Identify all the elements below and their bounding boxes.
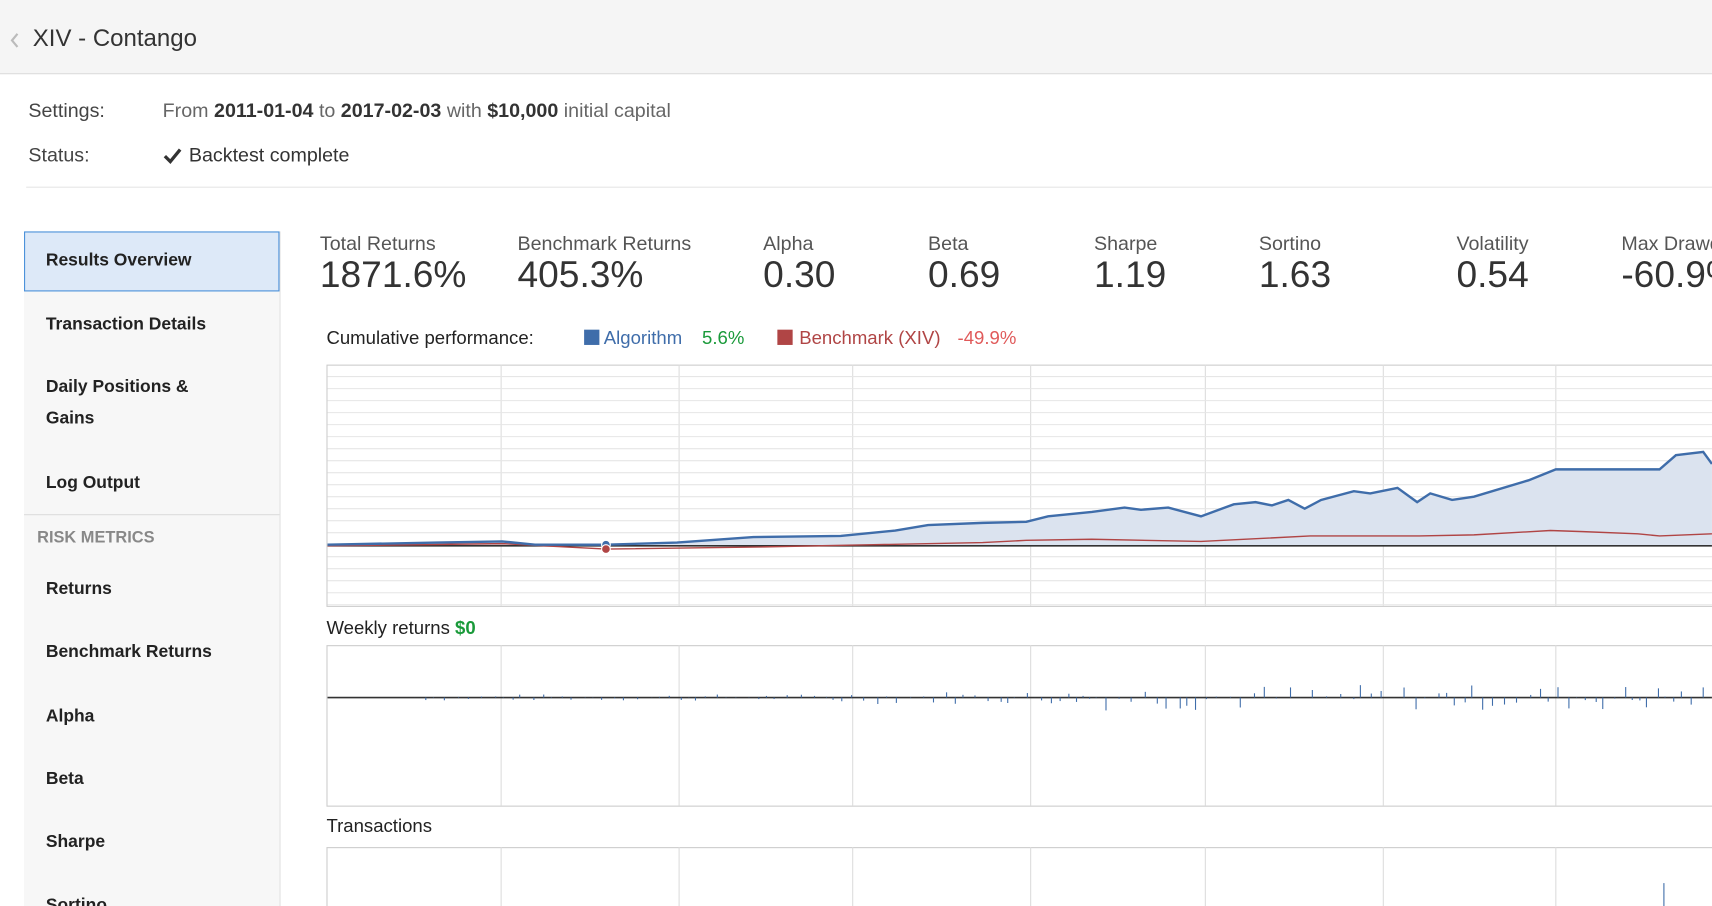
metric-label: Total Returns — [319, 232, 436, 255]
capital: $10,000 — [487, 99, 559, 122]
metric-label: Volatility — [1456, 232, 1529, 255]
check-icon — [163, 148, 182, 164]
nav-item[interactable]: Benchmark Returns — [45, 642, 212, 662]
nav-item[interactable]: Daily Positions & Gains — [45, 377, 189, 428]
active-item[interactable] — [24, 231, 280, 292]
chart-frame — [326, 847, 1712, 906]
status-label: Status: — [28, 144, 90, 166]
nav-item[interactable]: Sortino — [45, 896, 107, 906]
start-date: 2011-01-04 — [214, 99, 314, 122]
sidebar — [24, 231, 281, 906]
header-bar — [0, 0, 1712, 75]
weekly-label: Weekly returns $0 — [326, 618, 475, 640]
legend-name: Algorithm — [603, 327, 683, 349]
benchmark-line — [327, 529, 1712, 550]
chart-frame — [326, 364, 1712, 607]
settings-text: From 2011-01-04 to 2017-02-03 with $10,0… — [163, 99, 671, 122]
metric-value: 1871.6% — [319, 254, 467, 296]
legend-swatch — [584, 329, 600, 345]
cumulative-label: Cumulative performance: — [326, 327, 534, 349]
text: Weekly returns — [326, 617, 450, 639]
metric-label: Beta — [928, 232, 969, 255]
back-icon[interactable] — [0, 0, 22, 73]
weekly-value: $0 — [455, 617, 476, 639]
nav-item[interactable]: Transaction Details — [45, 315, 207, 335]
algorithm-line — [327, 450, 1712, 546]
nav-item[interactable]: Results Overview — [45, 251, 192, 270]
divider — [26, 186, 1712, 188]
legend-value: -49.9% — [957, 327, 1017, 349]
section-title: RISK METRICS — [37, 528, 155, 547]
metric-label: Max Drawdown — [1621, 232, 1712, 255]
legend-value: 5.6% — [702, 327, 745, 349]
text: with — [446, 99, 482, 122]
text: to — [318, 99, 336, 122]
transactions-label: Transactions — [326, 815, 433, 837]
legend-name: Benchmark (XIV) — [799, 327, 941, 349]
metric-value: 0.54 — [1456, 254, 1529, 296]
metric-value: 1.63 — [1258, 254, 1332, 296]
nav-item[interactable]: Sharpe — [45, 832, 106, 852]
nav-item[interactable]: Beta — [45, 769, 84, 789]
metric-label: Sharpe — [1093, 232, 1158, 255]
nav-item[interactable]: Log Output — [45, 473, 140, 493]
legend-swatch — [777, 329, 793, 345]
text: From — [162, 99, 209, 122]
area-fill — [327, 451, 1712, 546]
nav-item[interactable]: Returns — [45, 579, 112, 599]
chart-frame — [326, 645, 1712, 807]
metric-value: -60.9% — [1621, 254, 1712, 296]
metric-value: 0.30 — [763, 254, 836, 296]
metric-label: Alpha — [763, 232, 814, 255]
hover-point — [601, 544, 611, 554]
status-text: Backtest complete — [188, 144, 350, 166]
nav-item[interactable]: Alpha — [45, 707, 95, 726]
page-title: XIV - Contango — [32, 24, 198, 52]
metric-value: 405.3% — [517, 254, 644, 296]
separator — [24, 514, 280, 516]
text: initial capital — [563, 99, 671, 122]
metric-value: 1.19 — [1093, 254, 1167, 296]
metric-value: 0.69 — [928, 254, 1001, 296]
settings-label: Settings: — [28, 99, 105, 122]
end-date: 2017-02-03 — [340, 99, 442, 122]
metric-label: Benchmark Returns — [517, 232, 692, 255]
metric-label: Sortino — [1258, 232, 1322, 255]
